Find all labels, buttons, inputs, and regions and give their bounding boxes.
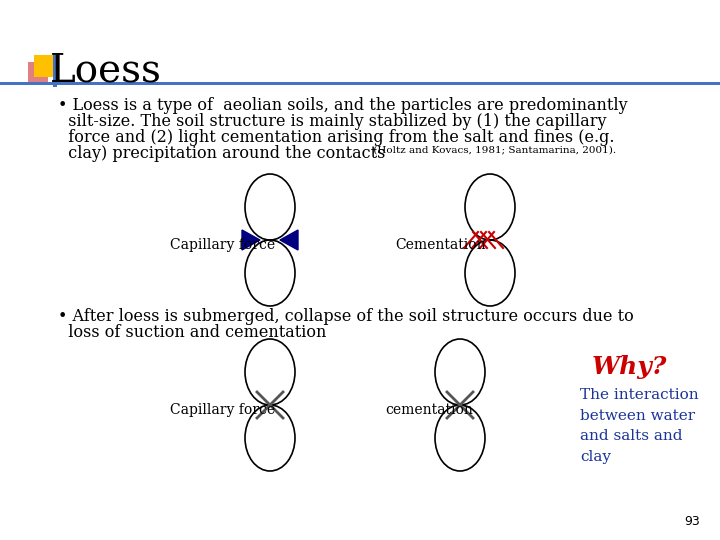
- Text: Cementation: Cementation: [395, 238, 485, 252]
- Text: (Holtz and Kovacs, 1981; Santamarina, 2001).: (Holtz and Kovacs, 1981; Santamarina, 20…: [370, 145, 616, 154]
- Text: Capillary force: Capillary force: [170, 403, 275, 417]
- Text: force and (2) light cementation arising from the salt and fines (e.g.: force and (2) light cementation arising …: [58, 129, 614, 146]
- Text: cementation: cementation: [385, 403, 473, 417]
- Polygon shape: [280, 230, 298, 250]
- Bar: [0, 82, 720, 85]
- Text: Loess: Loess: [50, 52, 162, 89]
- Text: silt-size. The soil structure is mainly stabilized by (1) the capillary: silt-size. The soil structure is mainly …: [58, 113, 606, 130]
- Text: 93: 93: [684, 515, 700, 528]
- Text: loss of suction and cementation: loss of suction and cementation: [58, 324, 326, 341]
- Text: • After loess is submerged, collapse of the soil structure occurs due to: • After loess is submerged, collapse of …: [58, 308, 634, 325]
- Bar: [28, 62, 48, 82]
- Text: • Loess is a type of  aeolian soils, and the particles are predominantly: • Loess is a type of aeolian soils, and …: [58, 97, 628, 114]
- Text: clay) precipitation around the contacts: clay) precipitation around the contacts: [58, 145, 385, 162]
- Text: Why?: Why?: [592, 355, 667, 379]
- Bar: [34, 55, 56, 77]
- Text: Capillary force: Capillary force: [170, 238, 275, 252]
- Bar: [53, 55, 57, 87]
- Polygon shape: [242, 230, 260, 250]
- Text: The interaction
between water
and salts and
clay: The interaction between water and salts …: [580, 388, 698, 464]
